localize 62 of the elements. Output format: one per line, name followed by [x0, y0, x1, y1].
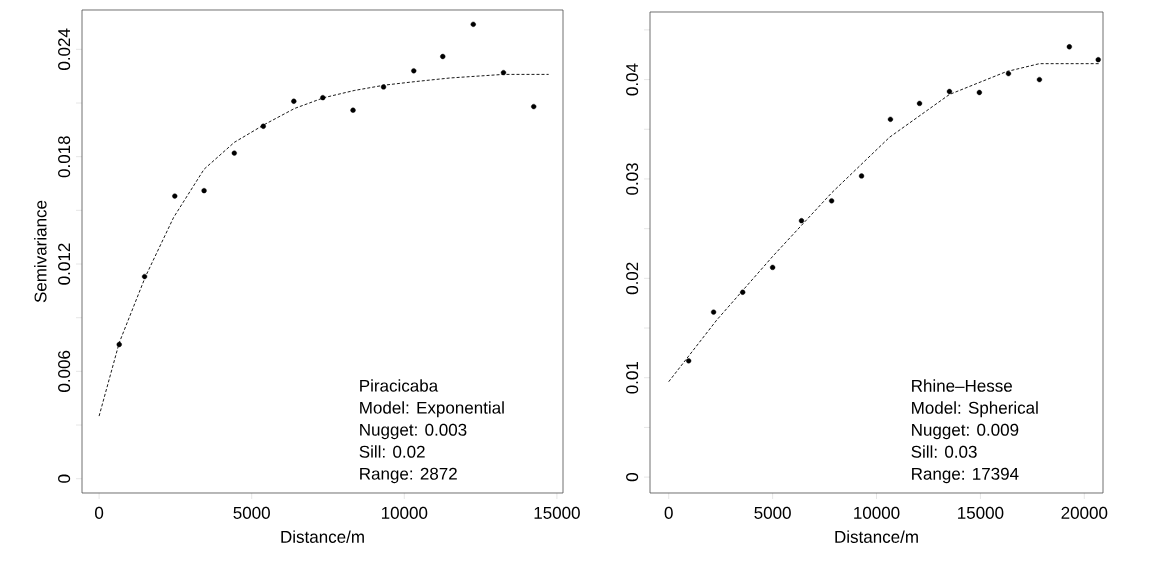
- x-axis-title: Distance/m: [281, 530, 364, 543]
- annotation: Model: Spherical: [912, 401, 1038, 418]
- point: [858, 173, 865, 179]
- point: [1066, 44, 1072, 50]
- point: [916, 100, 923, 107]
- point: [470, 21, 476, 27]
- point: [946, 88, 953, 95]
- point: [116, 341, 122, 348]
- x-tick-label: 15000: [958, 506, 1004, 519]
- point: [500, 70, 507, 76]
- x-tick-label: 5000: [233, 506, 270, 519]
- annotation: Nugget: 0.009: [912, 423, 1019, 440]
- x-tick-label: 15000: [534, 506, 580, 519]
- point: [711, 309, 717, 315]
- y-tick-label: 0.04: [626, 63, 639, 96]
- point: [1095, 57, 1101, 63]
- annotation: Sill: 0.03: [911, 445, 977, 458]
- point: [380, 84, 387, 90]
- point: [1005, 71, 1012, 77]
- point: [172, 193, 178, 199]
- point: [440, 53, 446, 60]
- y-tick-label: 0: [58, 474, 71, 483]
- point: [798, 218, 805, 224]
- point: [1036, 76, 1043, 83]
- y-tick-label: 0.02: [626, 262, 639, 295]
- annotation: Sill: 0.02: [359, 445, 425, 458]
- point: [829, 198, 835, 204]
- point: [141, 273, 148, 280]
- y-tick-label: 0.024: [58, 28, 71, 70]
- x-tick-label: 20000: [1061, 506, 1108, 519]
- annotation: Rhine–Hesse: [912, 379, 1012, 392]
- point: [260, 123, 266, 129]
- y-tick-label: 0.012: [58, 243, 71, 285]
- point: [740, 289, 746, 295]
- x-tick-label: 5000: [754, 506, 791, 519]
- point: [320, 95, 326, 101]
- x-tick-label: 0: [95, 506, 104, 519]
- point: [411, 68, 417, 74]
- point: [770, 264, 776, 270]
- point: [531, 103, 537, 110]
- y-tick-label: 0.03: [626, 163, 639, 195]
- point: [350, 107, 356, 113]
- point: [887, 116, 894, 122]
- y-tick-label: 0.006: [58, 350, 71, 392]
- annotation: Piracicaba: [360, 379, 439, 392]
- y-tick-label: 0: [626, 473, 639, 482]
- annotation: Range: 17394: [912, 467, 1019, 484]
- x-tick-label: 10000: [854, 506, 900, 519]
- point: [201, 188, 207, 194]
- annotation: Nugget: 0.003: [360, 423, 467, 440]
- x-tick-label: 0: [664, 506, 673, 519]
- y-tick-label: 0.018: [58, 136, 71, 178]
- y-axis-title: Semivariance: [34, 200, 47, 303]
- x-axis-title: Distance/m: [835, 530, 918, 543]
- point: [686, 358, 692, 364]
- point: [231, 150, 237, 156]
- point: [976, 89, 982, 96]
- annotation: Model: Exponential: [360, 401, 504, 418]
- annotation: Range: 2872: [360, 467, 457, 484]
- y-tick-label: 0.01: [626, 362, 639, 394]
- x-tick-label: 10000: [381, 506, 428, 519]
- point: [291, 98, 297, 104]
